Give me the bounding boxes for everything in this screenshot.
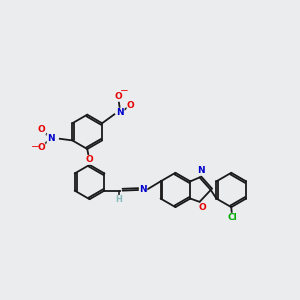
Text: N: N xyxy=(197,166,205,175)
Text: O: O xyxy=(85,155,93,164)
Text: −: − xyxy=(120,86,129,96)
Text: O: O xyxy=(37,143,45,152)
Text: O: O xyxy=(198,203,206,212)
Text: N: N xyxy=(139,185,147,194)
Text: O: O xyxy=(38,125,46,134)
Text: O: O xyxy=(115,92,122,101)
Text: −: − xyxy=(31,142,40,152)
Text: N: N xyxy=(116,108,124,117)
Text: N: N xyxy=(47,134,55,143)
Text: Cl: Cl xyxy=(227,213,237,222)
Text: H: H xyxy=(115,195,122,204)
Text: O: O xyxy=(127,101,135,110)
